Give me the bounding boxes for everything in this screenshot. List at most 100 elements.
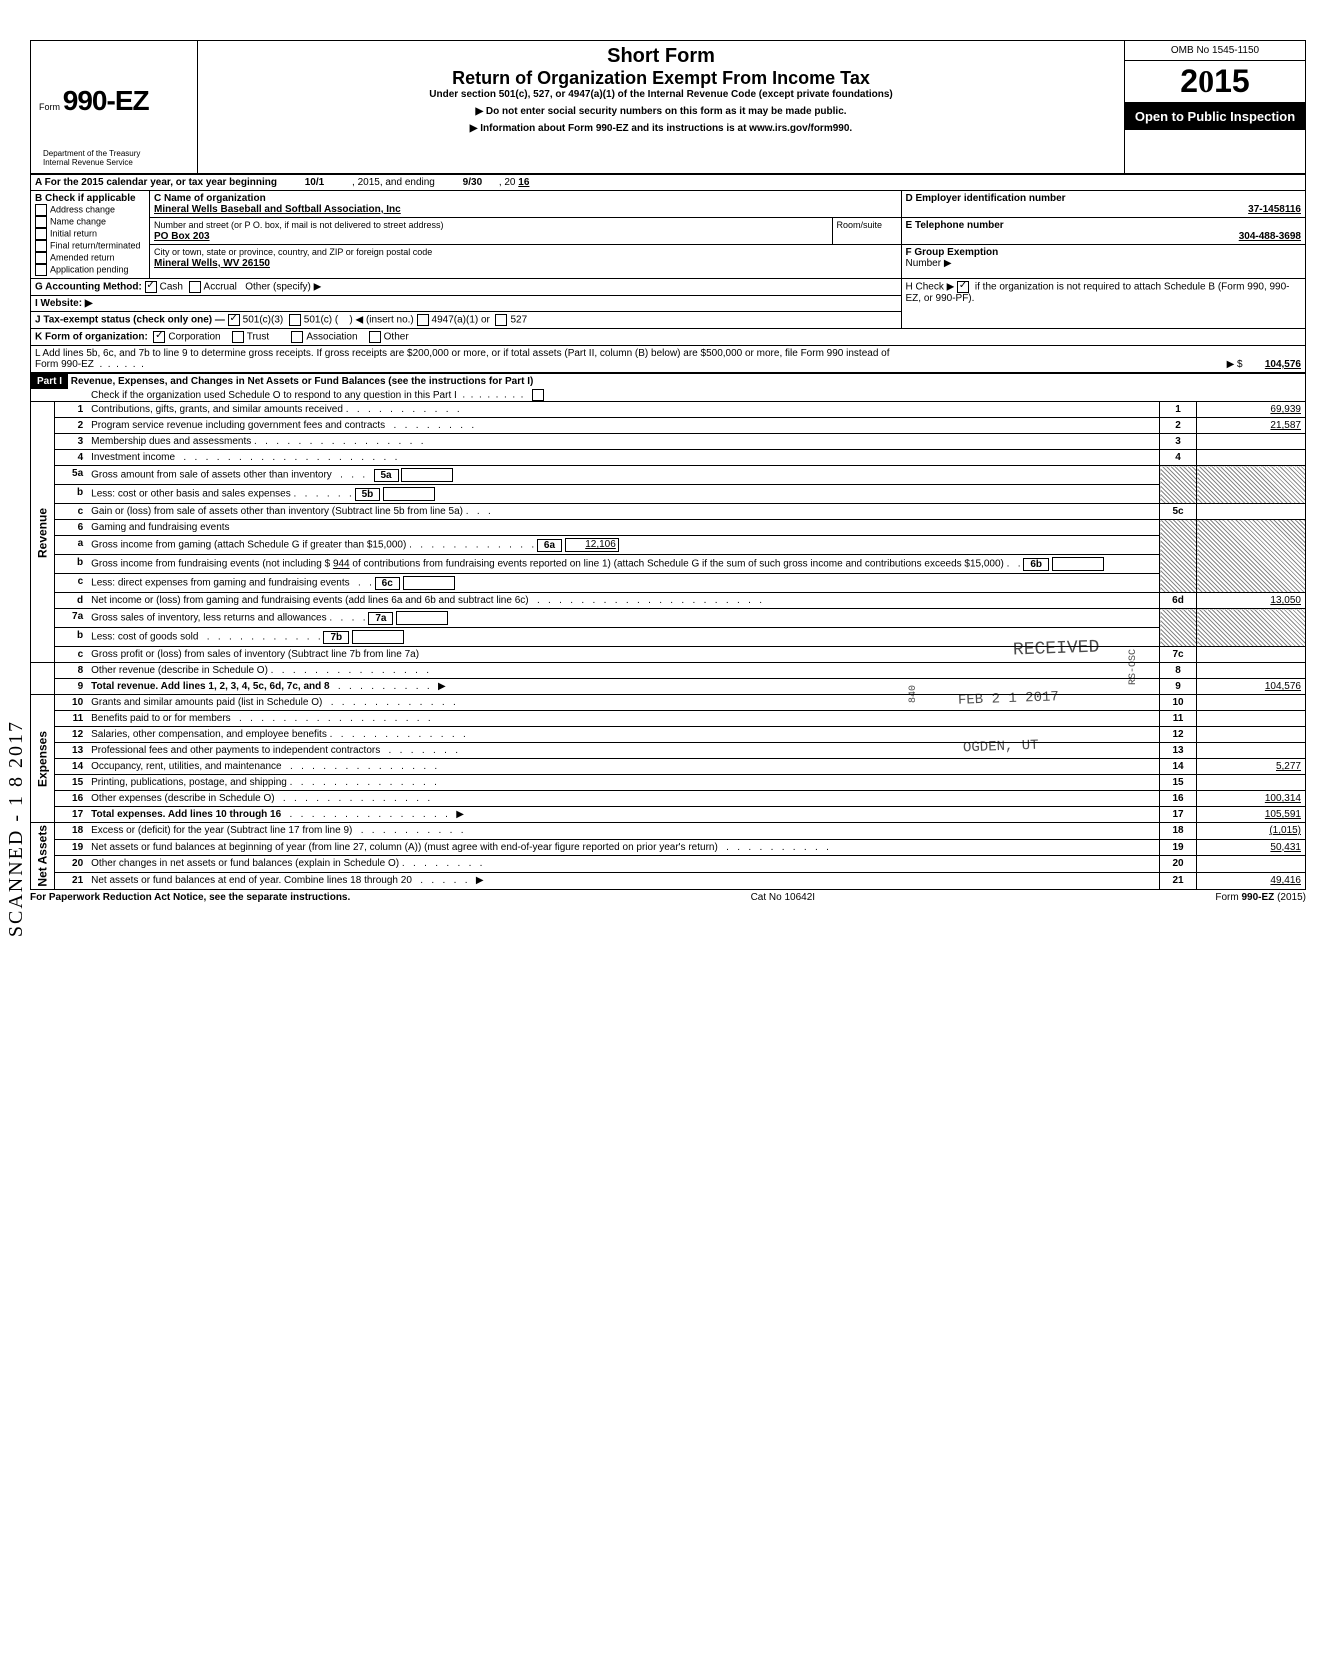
line-13-desc: Professional fees and other payments to …	[91, 745, 380, 756]
box-c-label: C Name of organization	[154, 193, 266, 204]
line-15-num: 15	[55, 775, 88, 791]
line-6b-inner-amount	[1052, 557, 1104, 571]
expenses-label: Expenses	[31, 695, 55, 823]
accrual-label: Accrual	[204, 282, 237, 293]
trust-checkbox[interactable]	[232, 331, 244, 343]
line-6c-inner-box: 6c	[375, 577, 400, 590]
line-20-amount	[1197, 856, 1306, 873]
line-6c-desc-cell: Less: direct expenses from gaming and fu…	[87, 574, 1159, 593]
line-6d-amount: 13,050	[1197, 593, 1306, 609]
501c-checkbox[interactable]	[289, 314, 301, 326]
line-21-amount: 49,416	[1197, 872, 1306, 889]
box-h: H Check ▶ if the organization is not req…	[901, 279, 1306, 329]
final-return-checkbox[interactable]	[35, 240, 47, 252]
netassets-label: Net Assets	[31, 823, 55, 890]
right-header-box: OMB No 1545-1150 2015 Open to Public Ins…	[1124, 41, 1305, 173]
address-change-checkbox[interactable]	[35, 204, 47, 216]
box-b: B Check if applicable Address change Nam…	[31, 191, 150, 279]
line-17-desc: Total expenses. Add lines 10 through 16	[91, 809, 281, 820]
line-5c-desc-cell: Gain or (loss) from sale of assets other…	[87, 504, 1159, 520]
association-checkbox[interactable]	[291, 331, 303, 343]
line-h-text: H Check ▶	[906, 282, 955, 293]
line-20-desc-cell: Other changes in net assets or fund bala…	[87, 856, 1159, 873]
line-5ab-shaded-amt	[1197, 466, 1306, 504]
line-9-box: 9	[1160, 679, 1197, 695]
initial-return-checkbox[interactable]	[35, 228, 47, 240]
line-6a-desc-cell: Gross income from gaming (attach Schedul…	[87, 536, 1159, 555]
date-stamp: FEB 2 1 2017	[958, 689, 1059, 709]
527-checkbox[interactable]	[495, 314, 507, 326]
gross-receipts-value: 104,576	[1265, 359, 1301, 370]
street-cell: Number and street (or P O. box, if mail …	[150, 218, 833, 245]
line-6d-desc-cell: Net income or (loss) from gaming and fun…	[87, 593, 1159, 609]
box-f-label: F Group Exemption	[906, 247, 999, 258]
line-l-desc: L Add lines 5b, 6c, and 7b to line 9 to …	[35, 348, 890, 370]
received-stamp: RECEIVED	[1012, 637, 1099, 660]
line-4-desc: Investment income	[91, 452, 175, 463]
other-org-checkbox[interactable]	[369, 331, 381, 343]
ein-value: 37-1458116	[1248, 204, 1301, 215]
line-7c-amount	[1197, 647, 1306, 663]
other-org-label: Other	[384, 332, 409, 343]
line-6a-inner-amount: 12,106	[565, 538, 619, 552]
527-label: 527	[510, 315, 527, 326]
line-5c-num: c	[55, 504, 88, 520]
subtitle: Under section 501(c), 527, or 4947(a)(1)…	[206, 89, 1116, 100]
name-change-checkbox[interactable]	[35, 216, 47, 228]
scanned-stamp: SCANNED - 1 8 2017	[5, 720, 28, 937]
line-21-box: 21	[1160, 872, 1197, 889]
line-1-desc: Contributions, gifts, grants, and simila…	[91, 404, 343, 415]
line-12-amount	[1197, 727, 1306, 743]
identity-table: A For the 2015 calendar year, or tax yea…	[30, 174, 1306, 373]
line-6-num: 6	[55, 520, 88, 536]
schedule-b-checkbox[interactable]	[957, 281, 969, 293]
other-method-label: Other (specify) ▶	[245, 282, 321, 293]
line-8-amount	[1197, 663, 1306, 679]
part1-header-row: Part I Revenue, Expenses, and Changes in…	[31, 374, 1306, 402]
line-7ab-shaded-amt	[1197, 609, 1306, 647]
line-2-desc-cell: Program service revenue including govern…	[87, 418, 1159, 434]
accrual-checkbox[interactable]	[189, 281, 201, 293]
4947-checkbox[interactable]	[417, 314, 429, 326]
line-10-amount	[1197, 695, 1306, 711]
application-pending-checkbox[interactable]	[35, 264, 47, 276]
amended-return-checkbox[interactable]	[35, 252, 47, 264]
form-header: Form 990-EZ Department of the Treasury I…	[30, 40, 1306, 174]
line-5b-desc-cell: Less: cost or other basis and sales expe…	[87, 485, 1159, 504]
line-6d-box: 6d	[1160, 593, 1197, 609]
501c3-checkbox[interactable]	[228, 314, 240, 326]
line-i-label: I Website: ▶	[35, 298, 93, 309]
cash-checkbox[interactable]	[145, 281, 157, 293]
revenue-label: Revenue	[31, 402, 55, 663]
org-name: Mineral Wells Baseball and Softball Asso…	[154, 204, 401, 215]
line-5b-inner-amount	[383, 487, 435, 501]
line-11-amount	[1197, 711, 1306, 727]
line-9-amount: 104,576	[1197, 679, 1306, 695]
line-6d-desc: Net income or (loss) from gaming and fun…	[91, 595, 528, 606]
street-label: Number and street (or P O. box, if mail …	[154, 220, 443, 230]
line-7a-desc-cell: Gross sales of inventory, less returns a…	[87, 609, 1159, 628]
irs-label: Internal Revenue Service	[43, 158, 185, 167]
line-14-desc-cell: Occupancy, rent, utilities, and maintena…	[87, 759, 1159, 775]
box-d-label: D Employer identification number	[906, 193, 1066, 204]
line-7ab-shaded	[1160, 609, 1197, 647]
part1-check-text: Check if the organization used Schedule …	[31, 390, 457, 401]
line-18-num: 18	[55, 823, 88, 840]
revenue-label-ext	[31, 663, 55, 695]
line-6a-desc: Gross income from gaming (attach Schedul…	[91, 540, 406, 551]
line-7b-desc-cell: Less: cost of goods sold . . . . . . . .…	[87, 628, 1159, 647]
line-7a-num: 7a	[55, 609, 88, 628]
line-6b-inline-amt: 944	[333, 559, 350, 570]
footer-left: For Paperwork Reduction Act Notice, see …	[30, 892, 350, 903]
line-a-suffix: , 20	[499, 177, 516, 188]
return-title: Return of Organization Exempt From Incom…	[206, 68, 1116, 89]
line-5a-inner-amount	[401, 468, 453, 482]
corporation-checkbox[interactable]	[153, 331, 165, 343]
line-15-desc-cell: Printing, publications, postage, and shi…	[87, 775, 1159, 791]
line-17-amount: 105,591	[1197, 807, 1306, 823]
box-d: D Employer identification number 37-1458…	[901, 191, 1306, 218]
line-6a-num: a	[55, 536, 88, 555]
cash-label: Cash	[160, 282, 183, 293]
line-5a-desc-cell: Gross amount from sale of assets other t…	[87, 466, 1159, 485]
part1-schedule-o-checkbox[interactable]	[532, 389, 544, 401]
